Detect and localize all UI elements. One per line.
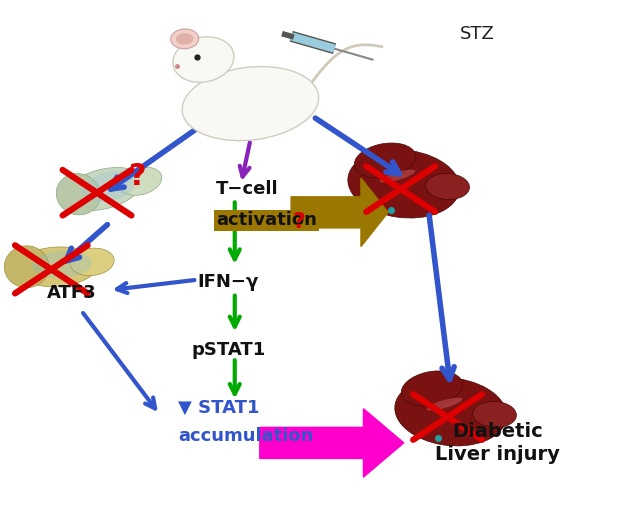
Ellipse shape bbox=[268, 125, 283, 134]
Text: Diabetic
Liver injury: Diabetic Liver injury bbox=[435, 422, 560, 464]
Ellipse shape bbox=[171, 29, 198, 49]
Ellipse shape bbox=[176, 33, 193, 45]
Text: STZ: STZ bbox=[460, 25, 495, 42]
Ellipse shape bbox=[56, 174, 100, 215]
Ellipse shape bbox=[401, 371, 463, 406]
Ellipse shape bbox=[70, 248, 114, 276]
Text: T−cell: T−cell bbox=[216, 180, 279, 198]
Polygon shape bbox=[291, 178, 388, 247]
Text: ?: ? bbox=[129, 162, 146, 191]
Ellipse shape bbox=[427, 398, 462, 410]
Ellipse shape bbox=[380, 170, 415, 182]
Ellipse shape bbox=[120, 167, 162, 195]
Ellipse shape bbox=[218, 125, 233, 134]
Ellipse shape bbox=[348, 150, 459, 218]
Ellipse shape bbox=[426, 174, 470, 199]
Text: ▼ STAT1: ▼ STAT1 bbox=[178, 399, 260, 417]
Polygon shape bbox=[260, 409, 404, 477]
Text: pSTAT1: pSTAT1 bbox=[192, 341, 265, 358]
Text: ATF3: ATF3 bbox=[47, 284, 97, 301]
Text: ?: ? bbox=[293, 212, 306, 233]
Ellipse shape bbox=[33, 251, 92, 278]
Ellipse shape bbox=[4, 246, 49, 287]
Ellipse shape bbox=[15, 247, 98, 286]
Text: activation: activation bbox=[216, 211, 317, 229]
Ellipse shape bbox=[173, 37, 234, 82]
Ellipse shape bbox=[83, 171, 136, 202]
Ellipse shape bbox=[395, 378, 506, 446]
Ellipse shape bbox=[182, 66, 319, 141]
Ellipse shape bbox=[64, 167, 142, 211]
Ellipse shape bbox=[354, 143, 416, 178]
Text: accumulation: accumulation bbox=[178, 427, 314, 445]
Ellipse shape bbox=[473, 401, 516, 427]
Text: IFN−γ: IFN−γ bbox=[198, 274, 259, 291]
